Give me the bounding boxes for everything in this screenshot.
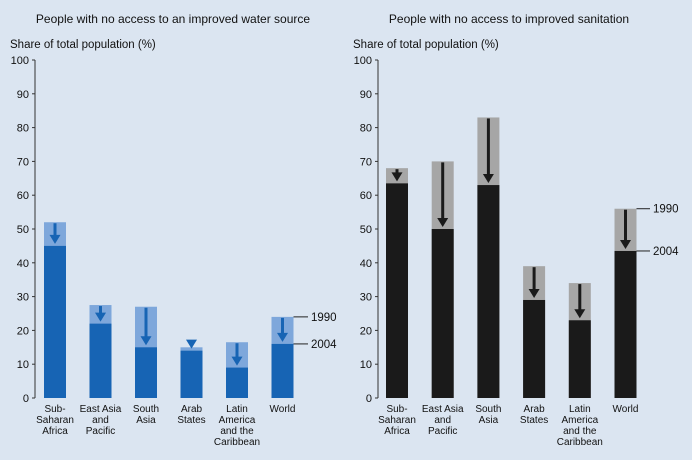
category-label: Saharan (36, 415, 74, 426)
bar-2004 (386, 183, 408, 398)
change-arrow-head (391, 172, 403, 182)
category-label: Africa (42, 426, 68, 437)
category-label: Sub- (386, 404, 407, 415)
category-label: World (613, 404, 639, 415)
y-tick-label: 0 (23, 393, 29, 405)
y-tick-label: 20 (17, 325, 29, 337)
bar-2004 (180, 350, 203, 398)
bar-2004 (135, 347, 157, 398)
category-label: Pacific (86, 426, 115, 437)
change-arrow-head (186, 339, 197, 349)
category-label: and (434, 415, 451, 426)
category-label: Arab (181, 404, 203, 415)
category-label: Pacific (428, 426, 457, 437)
bar-2004 (614, 250, 637, 398)
category-label: Caribbean (214, 437, 260, 448)
y-tick-label: 30 (360, 292, 372, 304)
y-tick-label: 10 (17, 359, 29, 371)
change-arrow-head (277, 332, 288, 342)
category-label: and (92, 415, 109, 426)
category-label: Sub- (44, 404, 65, 415)
y-tick-label: 60 (360, 190, 372, 202)
category-label: America (219, 415, 256, 426)
bar-2004 (44, 245, 66, 398)
category-label: Asia (136, 415, 156, 426)
y-tick-label: 70 (17, 156, 29, 168)
y-tick-label: 100 (354, 55, 372, 67)
change-arrow-head (95, 312, 106, 322)
y-tick-label: 40 (360, 258, 372, 270)
y-tick-label: 90 (17, 89, 29, 101)
category-label: and the (220, 426, 254, 437)
change-arrow-head (574, 309, 586, 319)
category-label: South (133, 404, 159, 415)
y-axis-label: Share of total population (%) (10, 39, 156, 51)
chart-title: People with no access to improved sanita… (389, 12, 629, 26)
category-label: Saharan (378, 415, 416, 426)
y-tick-label: 30 (17, 292, 29, 304)
bar-2004 (523, 299, 546, 398)
y-axis-label: Share of total population (%) (353, 39, 499, 51)
series-label-2004: 2004 (653, 246, 679, 258)
y-tick-label: 100 (11, 55, 29, 67)
category-label: Caribbean (557, 437, 603, 448)
category-label: and the (563, 426, 597, 437)
category-label: Latin (569, 404, 591, 415)
change-arrow-head (140, 336, 152, 346)
sanitation-chart: People with no access to improved sanita… (353, 12, 679, 448)
y-tick-label: 90 (360, 89, 372, 101)
y-tick-label: 60 (17, 190, 29, 202)
bar-2004 (568, 320, 591, 398)
category-label: South (475, 404, 501, 415)
category-label: Arab (524, 404, 546, 415)
change-arrow-head (482, 174, 494, 184)
bar-2004 (89, 323, 112, 398)
change-arrow-head (49, 234, 61, 244)
category-label: Africa (384, 426, 410, 437)
category-label: Asia (479, 415, 499, 426)
category-label: States (520, 415, 548, 426)
category-label: States (177, 415, 205, 426)
chart-title: People with no access to an improved wat… (36, 12, 310, 26)
y-tick-label: 20 (360, 325, 372, 337)
series-label-1990: 1990 (311, 312, 337, 324)
category-label: Latin (226, 404, 248, 415)
y-tick-label: 50 (360, 224, 372, 236)
change-arrow-head (620, 239, 631, 249)
y-tick-label: 10 (360, 359, 372, 371)
bar-2004 (226, 367, 248, 398)
y-tick-label: 80 (17, 123, 29, 135)
y-tick-label: 70 (360, 156, 372, 168)
category-label: America (561, 415, 598, 426)
bar-2004 (477, 185, 500, 398)
y-tick-label: 50 (17, 224, 29, 236)
series-label-1990: 1990 (653, 204, 679, 216)
change-arrow-head (231, 356, 243, 366)
bar-2004 (271, 343, 294, 398)
change-arrow-head (528, 288, 540, 298)
y-tick-label: 40 (17, 258, 29, 270)
change-arrow-head (437, 218, 449, 227)
category-label: East Asia (80, 404, 122, 415)
bar-2004 (431, 229, 454, 398)
y-tick-label: 80 (360, 123, 372, 135)
category-label: World (270, 404, 296, 415)
water-source-chart: People with no access to an improved wat… (10, 12, 337, 448)
y-tick-label: 0 (366, 393, 372, 405)
series-label-2004: 2004 (311, 339, 337, 351)
category-label: East Asia (422, 404, 464, 415)
